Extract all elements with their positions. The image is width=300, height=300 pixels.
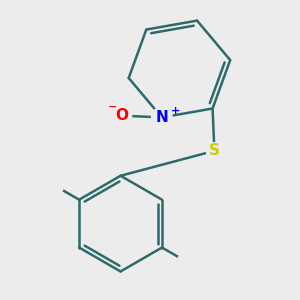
Text: S: S: [209, 143, 220, 158]
Text: N: N: [155, 110, 168, 125]
Text: −: −: [107, 101, 117, 111]
Circle shape: [178, 254, 191, 267]
Text: O: O: [115, 108, 128, 123]
Text: +: +: [171, 106, 180, 116]
Circle shape: [152, 107, 172, 128]
Circle shape: [111, 105, 132, 126]
Circle shape: [50, 180, 63, 194]
Circle shape: [206, 143, 223, 159]
